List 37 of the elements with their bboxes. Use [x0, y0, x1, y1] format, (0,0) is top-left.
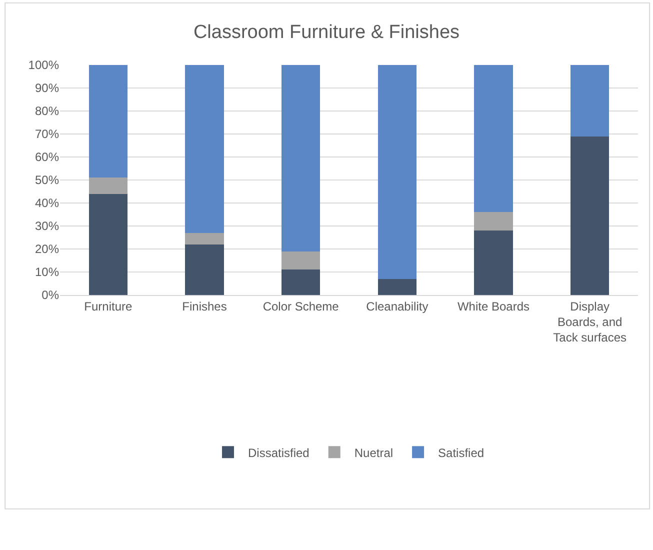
x-tick-label: White Boards: [457, 299, 530, 314]
y-tick-label: 100%: [28, 58, 60, 72]
bar: [570, 136, 610, 295]
bar: [474, 212, 513, 231]
y-tick-label: 70%: [34, 127, 60, 142]
x-tick-label: Color Scheme: [262, 299, 340, 314]
bar: [88, 65, 128, 178]
legend-label: Nuetral: [354, 446, 394, 460]
y-tick-label: 10%: [34, 265, 60, 280]
bar: [378, 65, 416, 279]
y-tick-label: 60%: [34, 150, 60, 164]
y-tick-label: 90%: [34, 81, 60, 96]
chart-title: Classroom Furniture & Finishes: [193, 22, 460, 44]
y-tick-label: 40%: [34, 196, 60, 210]
bar: [474, 230, 513, 295]
x-tick-label: Cleanability: [366, 299, 428, 314]
y-tick-label: 80%: [34, 104, 60, 118]
bar: [185, 65, 224, 233]
bar: [570, 65, 610, 136]
x-tick-label: Furniture: [84, 299, 132, 314]
bar: [185, 244, 224, 295]
y-tick-label: 20%: [34, 242, 60, 256]
legend-label: Dissatisfied: [248, 446, 310, 460]
bar: [88, 194, 128, 295]
bar: [282, 270, 320, 295]
bar: [88, 178, 128, 194]
x-tick-label: Finishes: [182, 299, 227, 314]
bar: [282, 251, 320, 270]
x-tick-label: Display Boards, and Tack surfaces: [553, 299, 627, 345]
bar: [282, 65, 320, 252]
y-tick-label: 0%: [42, 288, 60, 302]
bar: [474, 65, 513, 212]
bar: [185, 232, 224, 244]
y-tick-label: 50%: [34, 173, 60, 188]
legend-label: Satisfied: [438, 446, 484, 460]
bar: [378, 278, 416, 295]
y-tick-label: 30%: [34, 219, 60, 234]
